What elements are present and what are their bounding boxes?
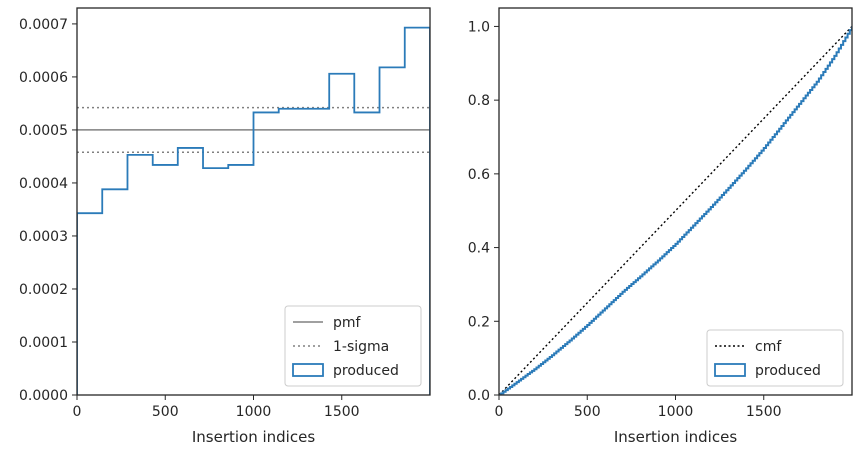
produced-cmf-step bbox=[499, 26, 852, 395]
legend-label-1-sigma: 1-sigma bbox=[333, 339, 389, 355]
left-plot-area bbox=[77, 26, 430, 395]
right-y-tick-label: 0.4 bbox=[468, 241, 490, 257]
right-axes-frame bbox=[498, 7, 853, 396]
legend-label-pmf: pmf bbox=[333, 315, 362, 331]
left-x-tick-label: 500 bbox=[152, 404, 179, 420]
right-legend-box bbox=[706, 329, 844, 387]
left-y-tick-label: 0.0005 bbox=[19, 123, 68, 139]
left-y-tick-label: 0.0004 bbox=[19, 176, 68, 192]
right-y-tick-label: 0.2 bbox=[468, 314, 490, 330]
right-legend: cmf produced bbox=[706, 329, 844, 387]
left-y-tick-label: 0.0002 bbox=[19, 282, 68, 298]
left-y-tick-label: 0.0001 bbox=[19, 335, 68, 351]
left-y-tick-label: 0.0006 bbox=[19, 70, 68, 86]
right-x-tick-label: 0 bbox=[495, 404, 504, 420]
left-legend: pmf 1-sigma produced bbox=[284, 305, 422, 387]
legend-produced-swatch bbox=[292, 363, 324, 377]
right-y-tick-label: 0.0 bbox=[468, 388, 490, 404]
legend-label-produced: produced bbox=[333, 363, 399, 379]
right-x-tick-label: 1000 bbox=[658, 404, 694, 420]
right-y-tick-label: 0.6 bbox=[468, 167, 490, 183]
legend-label-cmf: cmf bbox=[755, 339, 782, 355]
right-x-tick-label: 500 bbox=[574, 404, 601, 420]
left-x-axis-label: Insertion indices bbox=[192, 428, 315, 446]
left-y-tick-label: 0.0000 bbox=[19, 388, 68, 404]
left-x-tick-label: 1000 bbox=[236, 404, 272, 420]
produced-histogram-step bbox=[77, 26, 430, 395]
left-panel-pmf-histogram: 0 500 1000 1500 0.0000 0.0001 0.0002 0.0003 0.00… bbox=[19, 7, 431, 446]
right-x-tick-label: 1500 bbox=[746, 404, 782, 420]
left-y-tick-label: 0.0007 bbox=[19, 17, 68, 33]
right-y-tick-label: 1.0 bbox=[468, 19, 490, 35]
right-panel-cmf-plot: 0 500 1000 1500 0.0 0.2 0.4 0.6 0.8 1.0 Insertion … bbox=[468, 7, 853, 446]
right-plot-area bbox=[499, 25, 852, 395]
left-x-tick-label: 1500 bbox=[324, 404, 360, 420]
left-x-tick-label: 0 bbox=[73, 404, 82, 420]
left-legend-box bbox=[284, 305, 422, 387]
left-y-tick-label: 0.0003 bbox=[19, 229, 68, 245]
right-x-axis-label: Insertion indices bbox=[614, 428, 737, 446]
right-y-tick-label: 0.8 bbox=[468, 93, 490, 109]
left-axes-frame bbox=[76, 7, 431, 396]
legend-label-produced: produced bbox=[755, 363, 821, 379]
legend-produced-swatch bbox=[714, 363, 746, 377]
